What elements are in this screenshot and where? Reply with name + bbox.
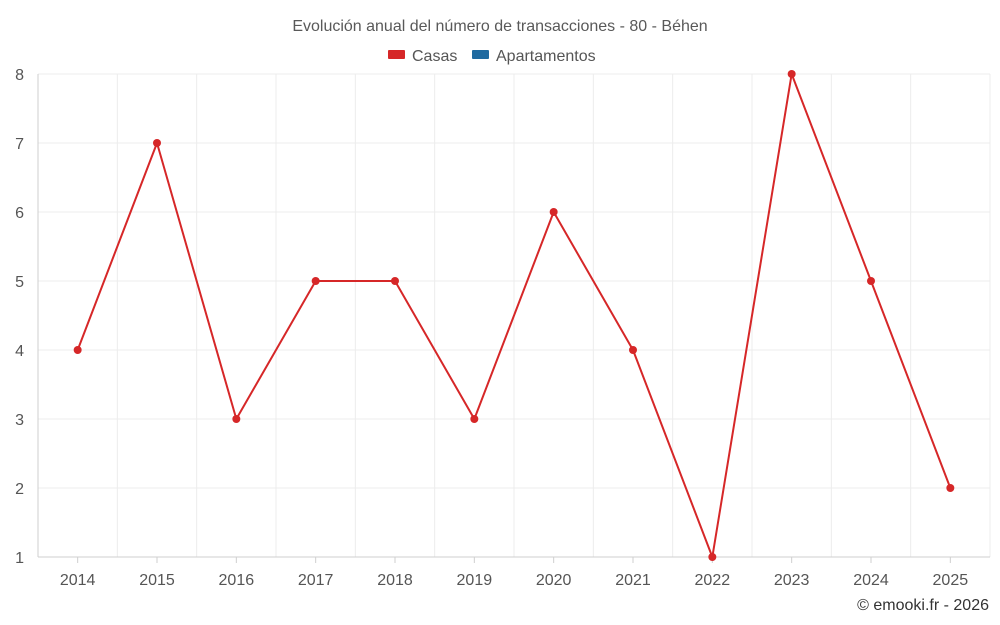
credit-text: © emooki.fr - 2026 bbox=[857, 597, 989, 614]
data-point[interactable] bbox=[549, 208, 558, 216]
legend-swatch-casas[interactable] bbox=[388, 50, 405, 59]
x-tick-label: 2025 bbox=[933, 572, 969, 589]
data-point[interactable] bbox=[153, 139, 161, 147]
y-tick-label: 6 bbox=[15, 205, 24, 222]
series-line-casas bbox=[76, 73, 952, 558]
x-tick-label: 2020 bbox=[536, 572, 572, 589]
x-tick-label: 2021 bbox=[615, 572, 651, 589]
data-point[interactable] bbox=[629, 346, 637, 354]
data-point[interactable] bbox=[232, 415, 241, 423]
y-tick-label: 3 bbox=[15, 412, 24, 429]
x-tick-label: 2024 bbox=[853, 572, 889, 589]
x-axis-ticks: 2014 2015 2016 2017 2018 2019 2020 2021 2022 2023… bbox=[60, 557, 968, 589]
legend: Casas Apartamentos bbox=[388, 48, 596, 65]
data-point[interactable] bbox=[470, 415, 479, 423]
x-tick-label: 2022 bbox=[695, 572, 731, 589]
data-point[interactable] bbox=[708, 553, 717, 561]
y-tick-label: 5 bbox=[15, 274, 24, 291]
x-tick-label: 2015 bbox=[139, 572, 175, 589]
y-axis-ticks: 1 2 3 4 5 6 7 8 bbox=[15, 67, 24, 567]
data-point[interactable] bbox=[391, 277, 399, 285]
x-tick-label: 2018 bbox=[377, 572, 413, 589]
legend-label-apartamentos[interactable]: Apartamentos bbox=[496, 48, 596, 65]
y-tick-label: 2 bbox=[15, 481, 24, 498]
data-point[interactable] bbox=[73, 346, 82, 354]
x-tick-label: 2023 bbox=[774, 572, 810, 589]
x-tick-label: 2016 bbox=[219, 572, 255, 589]
y-tick-label: 8 bbox=[15, 67, 24, 84]
y-tick-label: 7 bbox=[15, 136, 24, 153]
legend-label-casas[interactable]: Casas bbox=[412, 48, 457, 65]
legend-swatch-apartamentos[interactable] bbox=[472, 50, 489, 59]
x-tick-label: 2017 bbox=[298, 572, 334, 589]
x-tick-label: 2019 bbox=[457, 572, 493, 589]
series-layer bbox=[73, 70, 955, 561]
data-point[interactable] bbox=[867, 277, 875, 285]
y-tick-label: 4 bbox=[15, 343, 24, 360]
data-point[interactable] bbox=[787, 70, 796, 78]
axes bbox=[37, 74, 990, 558]
x-tick-label: 2014 bbox=[60, 572, 96, 589]
data-point[interactable] bbox=[311, 277, 320, 285]
chart-title: Evolución anual del número de transaccio… bbox=[292, 18, 707, 35]
data-point[interactable] bbox=[946, 484, 955, 492]
y-tick-label: 1 bbox=[15, 550, 24, 567]
